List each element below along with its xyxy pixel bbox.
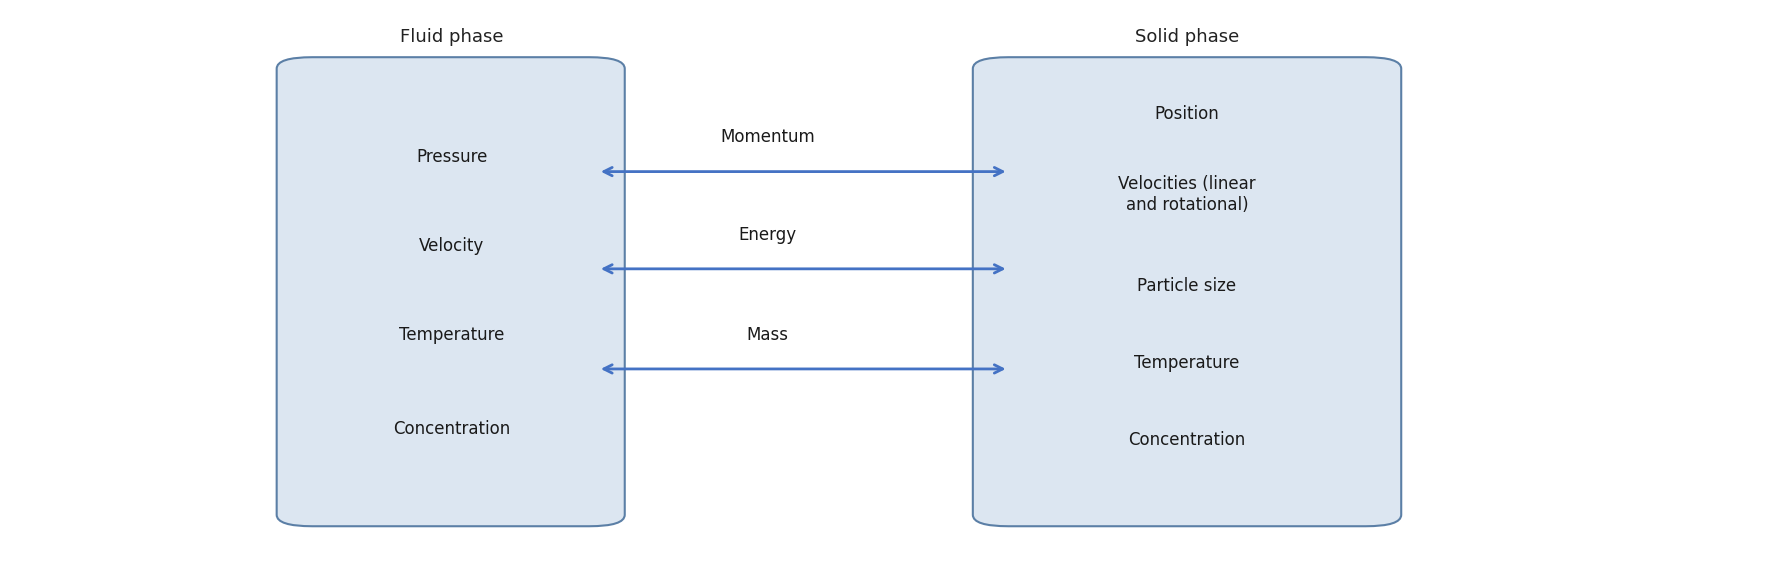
Text: Pressure: Pressure [416, 148, 487, 166]
FancyBboxPatch shape [277, 57, 625, 526]
FancyBboxPatch shape [973, 57, 1401, 526]
Text: Velocity: Velocity [419, 237, 484, 255]
Text: Particle size: Particle size [1137, 277, 1237, 295]
Text: Fluid phase: Fluid phase [400, 28, 503, 46]
Text: Concentration: Concentration [393, 420, 511, 438]
Text: Velocities (linear
and rotational): Velocities (linear and rotational) [1117, 175, 1257, 214]
Text: Position: Position [1155, 105, 1219, 124]
Text: Temperature: Temperature [1133, 354, 1241, 372]
Text: Momentum: Momentum [719, 128, 816, 146]
Text: Energy: Energy [739, 225, 796, 244]
Text: Concentration: Concentration [1128, 431, 1246, 450]
Text: Temperature: Temperature [398, 325, 505, 344]
Text: Solid phase: Solid phase [1135, 28, 1239, 46]
Text: Mass: Mass [746, 325, 789, 344]
